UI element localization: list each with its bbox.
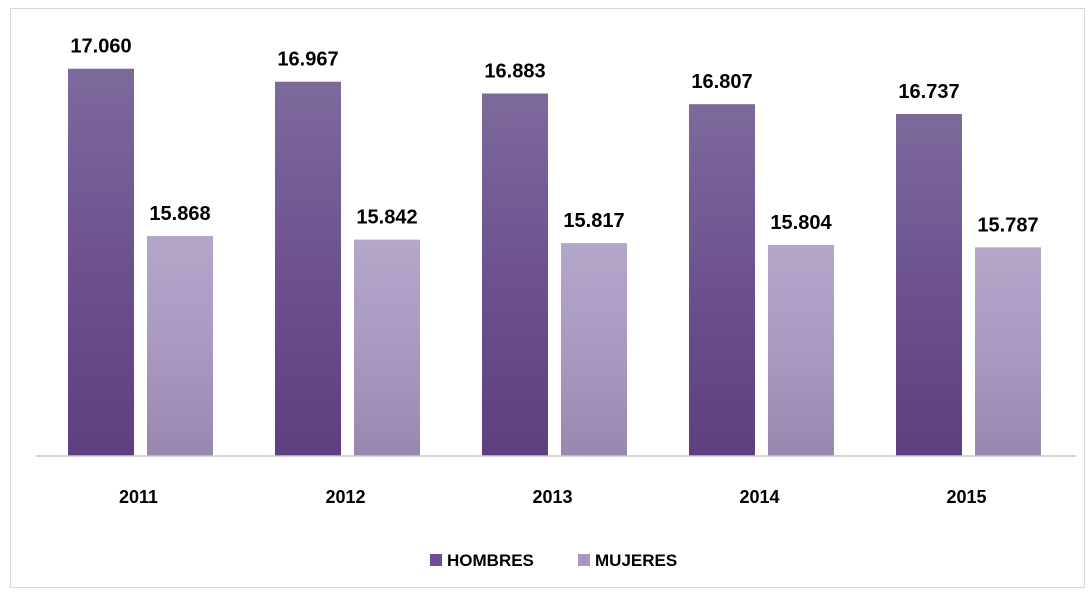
value-label-hombres-2013: 16.883 [484,61,545,83]
bar-hombres-2013 [482,93,548,457]
bar-mujeres-2011 [147,235,213,456]
category-label-2014: 2014 [739,487,779,507]
value-label-mujeres-2013: 15.817 [563,210,624,232]
value-labels-group: 17.060 15.868 16.967 15.842 16.883 15.817 16.8… [70,36,1038,237]
bar-hombres-2012 [275,81,341,456]
bar-mujeres-2015 [975,247,1041,456]
bar-hombres-2015 [896,114,962,457]
value-label-hombres-2015: 16.737 [898,81,959,103]
category-label-2012: 2012 [325,487,365,507]
bars-group [68,68,1041,457]
legend: HOMBRES MUJERES [430,551,677,570]
value-label-mujeres-2012: 15.842 [356,207,417,229]
value-label-mujeres-2014: 15.804 [770,212,832,234]
legend-label-hombres: HOMBRES [447,551,534,570]
bar-hombres-2014 [689,104,755,457]
value-label-hombres-2014: 16.807 [691,71,752,93]
category-label-2013: 2013 [532,487,572,507]
bar-mujeres-2013 [561,243,627,456]
category-label-2015: 2015 [946,487,986,507]
bar-mujeres-2014 [768,244,834,456]
bar-mujeres-2012 [354,239,420,456]
value-label-mujeres-2011: 15.868 [149,203,210,225]
legend-swatch-hombres [430,554,442,566]
value-label-mujeres-2015: 15.787 [977,214,1038,236]
category-label-2011: 2011 [119,487,158,507]
legend-swatch-mujeres [578,554,590,566]
value-label-hombres-2011: 17.060 [70,36,131,58]
value-label-hombres-2012: 16.967 [277,49,338,71]
category-labels-group: 2011 2012 2013 2014 2015 [119,487,987,507]
legend-label-mujeres: MUJERES [595,551,677,570]
bar-hombres-2011 [68,68,134,457]
